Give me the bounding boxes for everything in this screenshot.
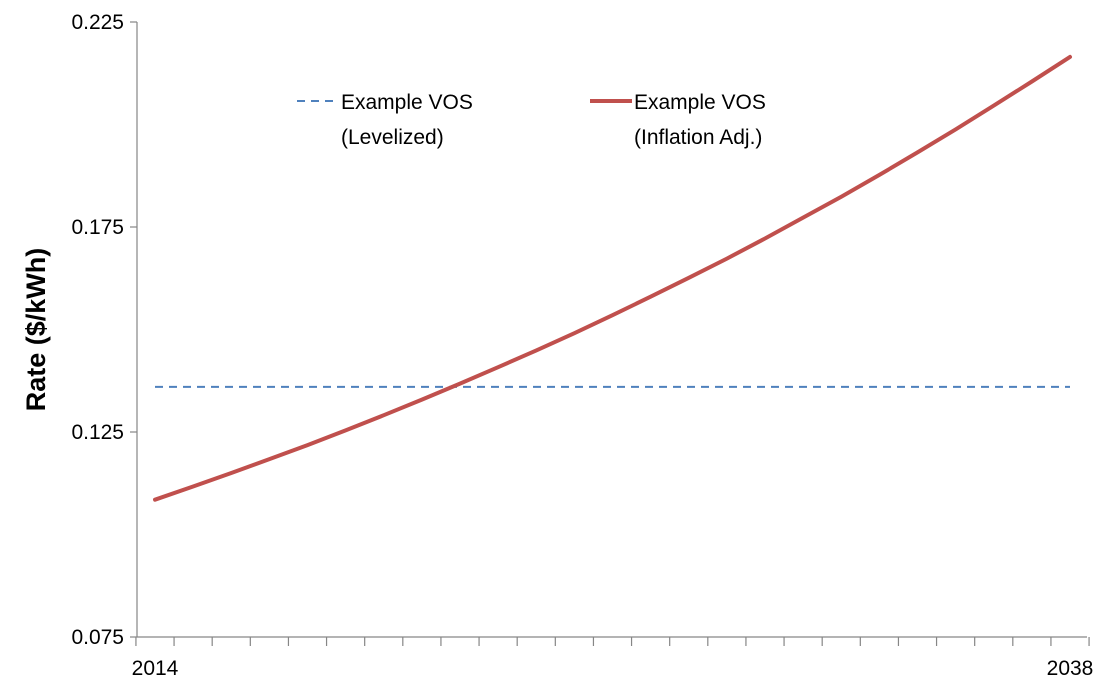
legend-label-inflation-adj-line2: (Inflation Adj.): [634, 126, 762, 149]
y-tick-label: 0.075: [71, 626, 124, 649]
y-axis-title: Rate ($/kWh): [21, 248, 51, 412]
legend-label-levelized-line2: (Levelized): [341, 126, 444, 149]
legend-label-levelized-line1: Example VOS: [341, 91, 473, 114]
series-line-inflation-adj: [153, 54, 1072, 502]
y-tick-label: 0.225: [71, 11, 124, 34]
axes: 0.075 0.125 0.175 0.225 2014 2038: [71, 11, 1093, 680]
legend: Example VOS (Levelized) Example VOS (Inf…: [297, 91, 766, 149]
x-tick-label: 2014: [132, 657, 179, 680]
legend-label-inflation-adj-line1: Example VOS: [634, 91, 766, 114]
y-tick-label: 0.175: [71, 216, 124, 239]
x-tick-label: 2038: [1047, 657, 1094, 680]
y-tick-label: 0.125: [71, 421, 124, 444]
series-layer: [153, 54, 1072, 502]
